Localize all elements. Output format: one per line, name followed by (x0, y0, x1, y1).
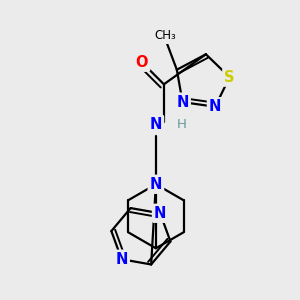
Text: N: N (150, 117, 162, 132)
Text: N: N (209, 99, 221, 114)
Text: S: S (224, 70, 235, 85)
Text: N: N (116, 252, 128, 267)
Text: O: O (136, 55, 148, 70)
Text: CH₃: CH₃ (154, 29, 176, 42)
Text: N: N (150, 177, 162, 192)
Text: N: N (176, 94, 189, 110)
Text: H: H (177, 118, 187, 131)
Text: N: N (154, 206, 167, 221)
